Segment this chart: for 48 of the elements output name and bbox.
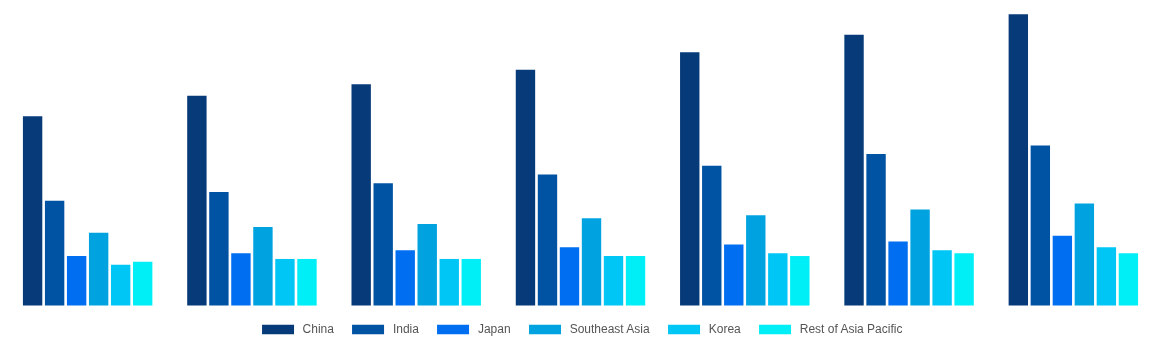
legend-label: Rest of Asia Pacific — [799, 322, 903, 336]
bar — [231, 253, 251, 306]
bar — [417, 224, 437, 306]
bar — [44, 200, 65, 306]
bar — [1118, 253, 1139, 306]
bar — [724, 244, 744, 306]
bar — [702, 165, 722, 306]
bar — [559, 247, 580, 306]
legend-label: Japan — [477, 322, 511, 336]
bar — [275, 258, 295, 306]
bar — [515, 69, 536, 306]
legend-label: Southeast Asia — [569, 322, 650, 336]
bar — [132, 261, 153, 306]
bar — [351, 84, 371, 306]
bar — [844, 34, 864, 306]
bar — [461, 258, 481, 306]
bar — [954, 253, 974, 306]
bar — [395, 250, 415, 306]
bar — [209, 191, 229, 306]
bar — [297, 258, 317, 306]
bar — [88, 232, 109, 306]
bar — [625, 256, 646, 306]
bar — [373, 183, 393, 306]
bar — [910, 209, 930, 306]
bar — [768, 253, 788, 306]
bar — [1074, 203, 1095, 306]
bar — [790, 256, 810, 306]
legend-label: China — [302, 322, 334, 336]
bar — [537, 174, 558, 306]
bar — [746, 215, 766, 306]
bar — [680, 52, 700, 306]
bar — [253, 226, 273, 306]
bar — [187, 95, 207, 306]
bar — [110, 264, 131, 306]
bar — [22, 116, 43, 306]
bar — [1096, 247, 1117, 306]
bar — [932, 250, 952, 306]
bar — [888, 241, 908, 306]
legend-label: Korea — [708, 322, 741, 336]
bar — [1052, 235, 1073, 306]
bar — [1030, 145, 1051, 306]
bar — [603, 256, 624, 306]
bar — [439, 258, 459, 306]
bar — [66, 256, 87, 306]
legend-label: India — [392, 322, 419, 336]
bar — [1008, 14, 1029, 306]
bar — [581, 218, 602, 306]
bar — [866, 154, 886, 306]
